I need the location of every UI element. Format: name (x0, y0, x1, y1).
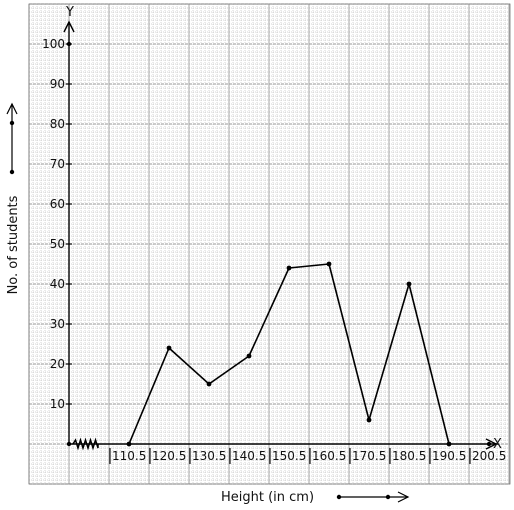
series-marks (126, 261, 492, 447)
x-tick-label: 150.5 (272, 449, 306, 463)
x-tick-label: 120.5 (152, 449, 186, 463)
data-point (366, 417, 372, 423)
x-tick-label: 170.5 (352, 449, 386, 463)
x-tick-label: 110.5 (112, 449, 146, 463)
axes (63, 20, 498, 451)
y-tick-label: 10 (50, 397, 65, 411)
y-tick-label: 60 (50, 197, 65, 211)
data-point (406, 281, 412, 287)
y-tick-label: 20 (50, 357, 65, 371)
x-tick-label: 130.5 (192, 449, 226, 463)
x-axis-title: Height (in cm) (221, 490, 314, 505)
data-point (126, 441, 132, 447)
y-tick-label: 90 (50, 77, 65, 91)
y-tick-label: 40 (50, 277, 65, 291)
y-tick-label: 100 (42, 37, 65, 51)
y-tick-label: 70 (50, 157, 65, 171)
x-axis-arrowhead (485, 438, 498, 450)
y-tick-label: 50 (50, 237, 65, 251)
data-point (166, 345, 172, 351)
graph-paper-border (28, 3, 511, 485)
y-direction-arrow (6, 102, 18, 175)
x-axis-point (486, 441, 492, 447)
y-tick-label: 80 (50, 117, 65, 131)
origin-point (66, 441, 72, 447)
y-tick-point (66, 41, 72, 47)
tick-labels: 10 20 30 40 50 60 70 80 90 100 110.5 120.5 130.5 140.… (42, 37, 506, 464)
y-axis-letter: Y (65, 5, 74, 20)
x-tick-label: 190.5 (432, 449, 466, 463)
data-point (446, 441, 452, 447)
x-tick-label: 140.5 (232, 449, 266, 463)
data-point (246, 353, 252, 359)
x-direction-arrow (336, 491, 410, 503)
data-point (206, 381, 212, 387)
y-axis-title: No. of students (6, 195, 21, 294)
x-tick-label: 180.5 (392, 449, 426, 463)
data-point (286, 265, 292, 271)
data-point (326, 261, 332, 267)
x-tick-label: 160.5 (312, 449, 346, 463)
y-tick-label: 30 (50, 317, 65, 331)
x-axis-break (72, 437, 99, 451)
x-axis-letter: X (493, 437, 502, 452)
x-tick-label: 200.5 (472, 449, 506, 463)
y-axis-arrowhead (63, 20, 75, 33)
graph-paper-grid (28, 3, 511, 485)
